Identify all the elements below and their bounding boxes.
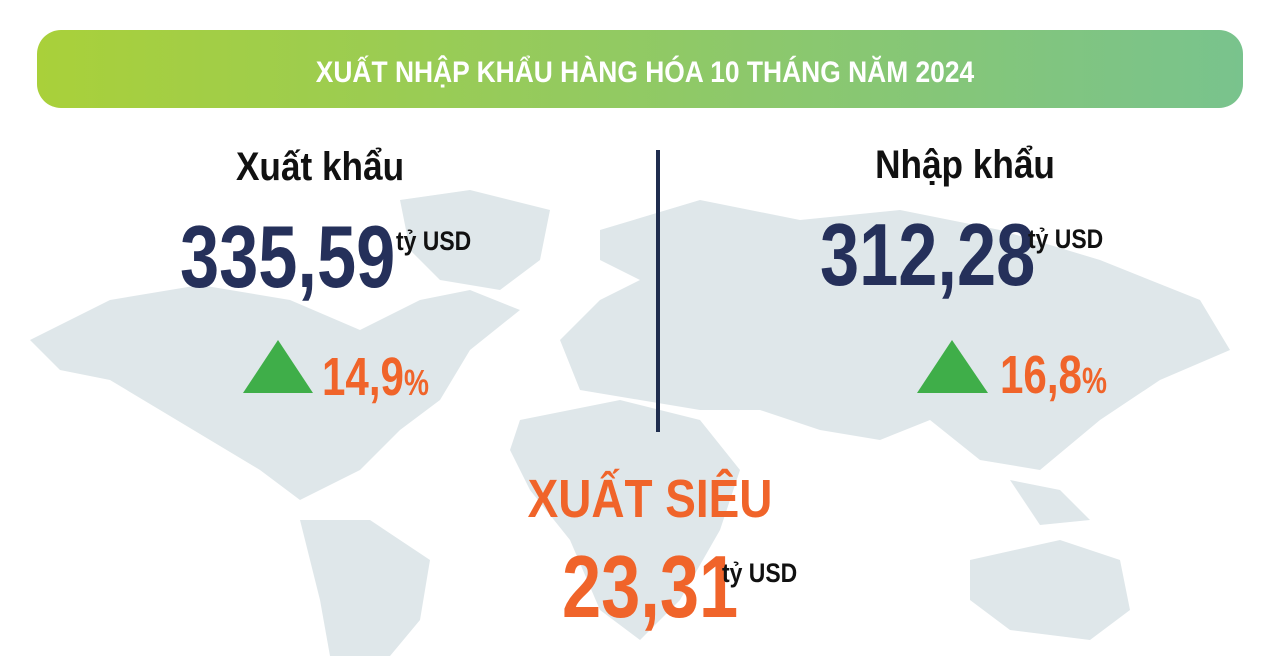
export-change: 14,9% [322, 347, 429, 407]
import-label: Nhập khẩu [875, 142, 1055, 187]
change-unit: % [404, 363, 429, 403]
change-value: 14,9 [322, 347, 404, 407]
export-value: 335,59 [180, 207, 395, 305]
import-value: 312,28 [820, 205, 1035, 303]
import-unit: tỷ USD [1028, 224, 1103, 254]
title: XUẤT NHẬP KHẨU HÀNG HÓA 10 THÁNG NĂM 202… [316, 54, 975, 88]
title-bar [37, 30, 1243, 108]
change-unit: % [1082, 361, 1107, 401]
export-label: Xuất khẩu [236, 144, 404, 189]
surplus-value: 23,31 [562, 537, 738, 635]
export-unit: tỷ USD [396, 226, 471, 256]
up-arrow [917, 340, 988, 393]
change-value: 16,8 [1000, 345, 1082, 405]
surplus-unit: tỷ USD [722, 558, 797, 588]
surplus-label: XUẤT SIÊU [528, 469, 773, 529]
world-map [30, 190, 1230, 656]
import-change: 16,8% [1000, 345, 1107, 405]
up-arrow [243, 340, 313, 393]
